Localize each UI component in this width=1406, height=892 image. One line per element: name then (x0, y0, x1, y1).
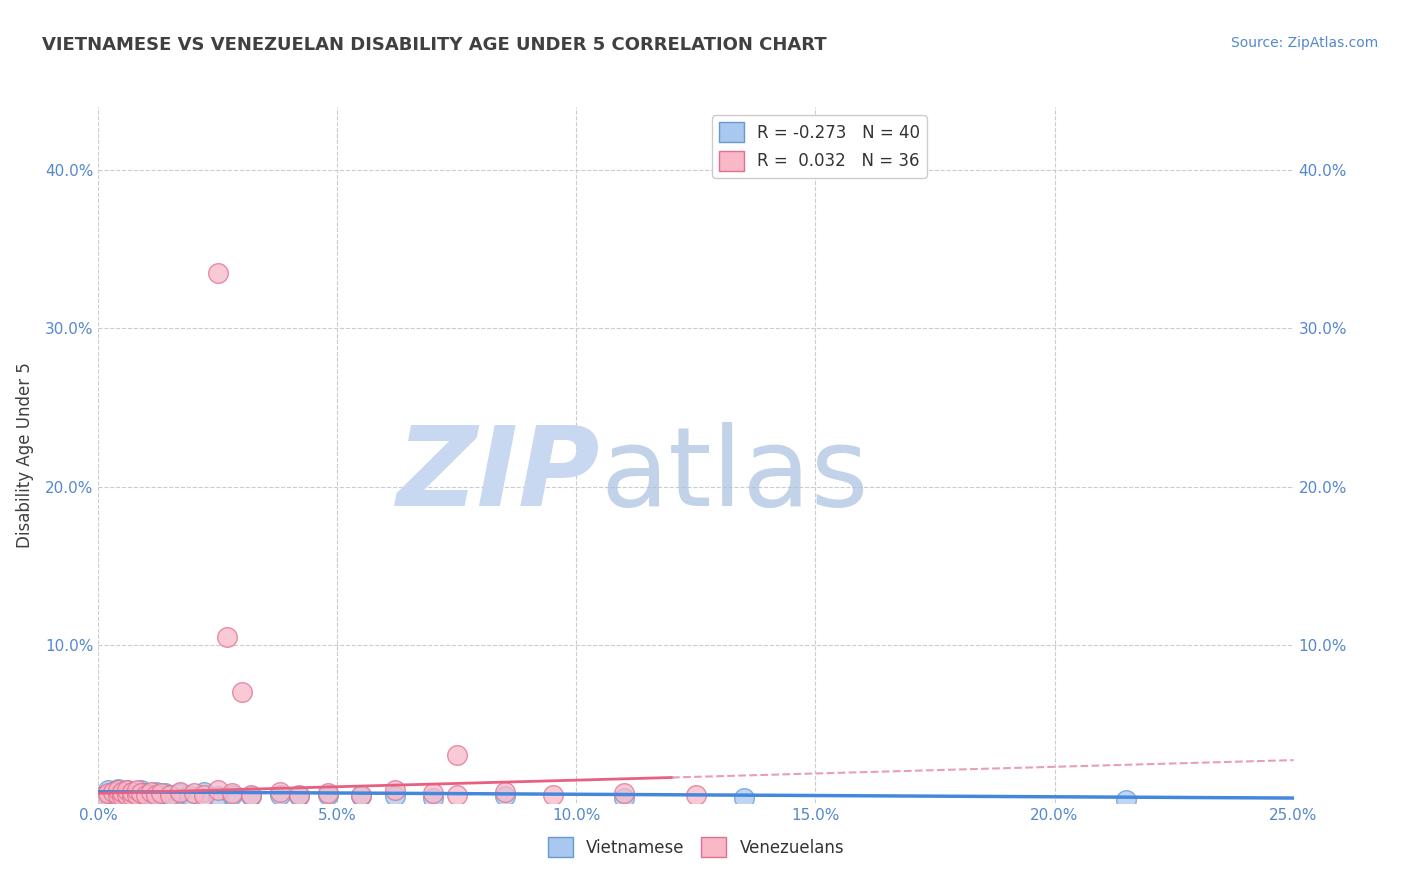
Point (240, 788, 263, 802)
Point (139, 788, 162, 802)
Point (240, 789, 263, 804)
Y-axis label: Disability Age Under 5: Disability Age Under 5 (15, 362, 34, 548)
Legend: Vietnamese, Venezuelans: Vietnamese, Venezuelans (541, 830, 851, 864)
Point (111, 789, 134, 804)
Text: Source: ZipAtlas.com: Source: ZipAtlas.com (1230, 36, 1378, 50)
Point (1115, 792, 1137, 806)
Point (169, 785, 191, 799)
Point (350, 788, 373, 802)
Point (221, 786, 243, 800)
Point (149, 789, 172, 804)
Point (207, 266, 229, 280)
Point (231, 685, 253, 699)
Point (494, 789, 516, 804)
Point (107, 781, 129, 796)
Point (139, 785, 162, 799)
Point (613, 791, 636, 805)
Point (169, 786, 191, 800)
Point (183, 786, 205, 800)
Point (179, 788, 201, 802)
Text: VIETNAMESE VS VENEZUELAN DISABILITY AGE UNDER 5 CORRELATION CHART: VIETNAMESE VS VENEZUELAN DISABILITY AGE … (42, 36, 827, 54)
Point (125, 791, 148, 805)
Point (115, 788, 138, 802)
Point (135, 788, 157, 802)
Point (350, 789, 373, 804)
Point (131, 788, 153, 802)
Point (288, 788, 311, 802)
Point (121, 785, 143, 799)
Point (107, 783, 129, 797)
Point (149, 786, 172, 800)
Point (107, 788, 129, 802)
Point (91, 791, 114, 805)
Point (111, 785, 134, 799)
Point (115, 783, 138, 797)
Point (446, 748, 468, 763)
Point (121, 785, 143, 799)
Point (207, 783, 229, 797)
Point (97, 788, 120, 802)
Point (384, 783, 406, 797)
Point (221, 788, 243, 802)
Point (316, 786, 339, 800)
Point (446, 788, 468, 802)
Point (494, 785, 516, 799)
Point (101, 785, 124, 799)
Point (613, 786, 636, 800)
Point (125, 783, 148, 797)
Point (217, 630, 239, 644)
Point (131, 786, 153, 800)
Point (97, 783, 120, 797)
Point (115, 788, 138, 802)
Point (733, 791, 755, 805)
Point (135, 786, 157, 800)
Point (316, 788, 339, 802)
Point (193, 788, 215, 802)
Point (115, 783, 138, 797)
Point (111, 786, 134, 800)
Point (685, 788, 707, 802)
Point (269, 788, 291, 802)
Text: ZIP: ZIP (396, 422, 600, 529)
Point (135, 789, 157, 804)
Point (422, 791, 444, 805)
Point (207, 789, 229, 804)
Point (107, 791, 129, 805)
Point (97, 786, 120, 800)
Point (121, 789, 143, 804)
Point (101, 785, 124, 799)
Point (145, 785, 167, 799)
Point (422, 786, 444, 800)
Point (193, 785, 215, 799)
Point (384, 789, 406, 804)
Point (131, 783, 153, 797)
Point (121, 789, 143, 804)
Point (159, 788, 181, 802)
Point (145, 788, 167, 802)
Point (155, 786, 177, 800)
Text: atlas: atlas (600, 422, 869, 529)
Point (541, 788, 564, 802)
Point (159, 788, 181, 802)
Point (111, 789, 134, 804)
Point (101, 789, 124, 804)
Point (125, 786, 148, 800)
Point (125, 788, 148, 802)
Point (288, 789, 311, 804)
Point (269, 785, 291, 799)
Point (91, 789, 114, 804)
